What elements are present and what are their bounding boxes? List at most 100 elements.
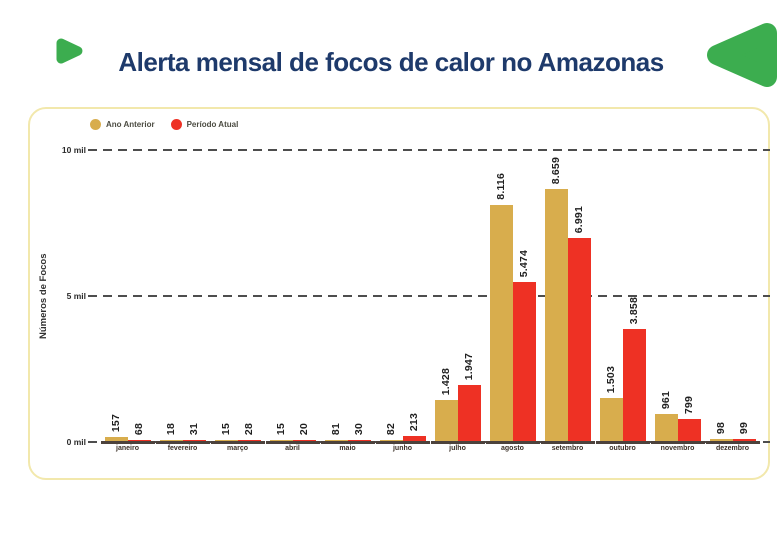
y-axis-label: Números de Focos [38,253,49,339]
bar-base-shadow [595,441,650,444]
bar-slot: 99 [732,150,756,442]
bar-slot: 3.858 [622,150,646,442]
bar-pair: 961 799 [654,150,701,442]
bar-value-label: 3.858 [628,296,640,324]
bar-base-shadow [485,441,540,444]
bar-value-label: 98 [715,421,727,434]
bar-pair: 1.428 1.947 [434,150,481,442]
bar-período-atual [567,238,591,442]
chart-legend: Ano Anterior Período Atual [90,119,238,130]
bar-value-label: 99 [738,421,750,434]
bar-value-label: 1.503 [605,365,617,393]
bar-slot: 30 [347,150,371,442]
bar-slot: 157 [104,150,128,442]
bar-group: 82 213 junho [375,150,430,452]
bar-ano-anterior [544,189,568,442]
bar-base-shadow [430,441,485,444]
bar-slot: 31 [182,150,206,442]
legend-dot-ano-anterior [90,119,101,130]
bar-value-label: 213 [408,412,420,431]
bar-value-label: 31 [188,422,200,435]
bar-group: 18 31 fevereiro [155,150,210,452]
bar-value-label: 81 [330,422,342,435]
bar-período-atual [732,439,756,442]
bar-slot: 213 [402,150,426,442]
bar-pair: 81 30 [324,150,371,442]
chart-panel: Ano Anterior Período Atual Números de Fo… [28,107,770,480]
bar-value-label: 961 [660,390,672,409]
bar-slot: 6.991 [567,150,591,442]
bar-slot: 1.947 [457,150,481,442]
bar-slot: 15 [269,150,293,442]
bar-slot: 15 [214,150,238,442]
bar-value-label: 28 [243,422,255,435]
gridline [88,295,770,297]
bar-base-shadow [320,441,375,444]
bar-período-atual [512,282,536,442]
bar-slot: 799 [677,150,701,442]
bar-group: 1.428 1.947 julho [430,150,485,452]
gridline [88,149,770,151]
bar-período-atual [457,385,481,442]
arrow-left-large-icon [707,23,777,87]
legend-label: Período Atual [186,120,239,129]
bar-value-label: 799 [683,395,695,414]
bar-ano-anterior [654,414,678,442]
bar-group: 8.116 5.474 agosto [485,150,540,452]
month-label: janeiro [116,445,139,452]
bar-slot: 18 [159,150,183,442]
bar-value-label: 8.659 [550,156,562,184]
month-label: junho [392,445,413,452]
bar-slot: 98 [709,150,733,442]
legend-dot-periodo-atual [170,119,182,130]
bar-group: 8.659 6.991 setembro [540,150,595,452]
bar-pair: 82 213 [379,150,426,442]
bar-value-label: 15 [220,422,232,435]
bar-value-label: 15 [275,422,287,435]
bar-value-label: 1.428 [440,367,452,395]
bar-slot: 961 [654,150,678,442]
bar-value-label: 82 [385,422,397,435]
bar-slot: 82 [379,150,403,442]
bar-group: 98 99 dezembro [705,150,760,452]
play-arrow-left-icon [56,38,83,64]
bar-base-shadow [265,441,320,444]
bar-slot: 28 [237,150,261,442]
bar-slot: 1.428 [434,150,458,442]
legend-item-periodo-atual: Período Atual [170,119,239,130]
bar-base-shadow [375,441,430,444]
bar-base-shadow [155,441,210,444]
bar-ano-anterior [599,398,623,442]
bar-pair: 18 31 [159,150,206,442]
month-label: agosto [501,445,524,452]
month-label: julho [449,445,466,452]
month-label: abril [285,445,300,452]
bar-slot: 81 [324,150,348,442]
plot-area: 10 mil 5 mil 0 mil 157 68 janeiro 18 31 fevereir… [62,145,770,452]
ytick-label: 0 mil [66,437,86,447]
bar-slot: 8.659 [544,150,568,442]
bar-pair: 157 68 [104,150,151,442]
bar-value-label: 18 [165,422,177,435]
bar-ano-anterior [104,437,128,442]
month-label: outubro [609,445,636,452]
month-label: março [226,445,248,452]
bar-período-atual [622,329,646,442]
bar-value-label: 68 [133,422,145,435]
bar-group: 961 799 novembro [650,150,705,452]
bar-período-atual [402,436,426,442]
bar-value-label: 157 [110,413,122,432]
bar-ano-anterior [709,439,733,442]
bar-base-shadow [100,441,155,444]
bar-ano-anterior [434,400,458,442]
page-title: Alerta mensal de focos de calor no Amazo… [118,47,664,78]
bar-pair: 15 20 [269,150,316,442]
bar-value-label: 30 [353,422,365,435]
bar-value-label: 6.991 [573,205,585,233]
bar-value-label: 5.474 [518,249,530,277]
bar-pair: 8.659 6.991 [544,150,591,442]
bar-value-label: 20 [298,422,310,435]
bar-slot: 8.116 [489,150,513,442]
bar-período-atual [677,419,701,442]
